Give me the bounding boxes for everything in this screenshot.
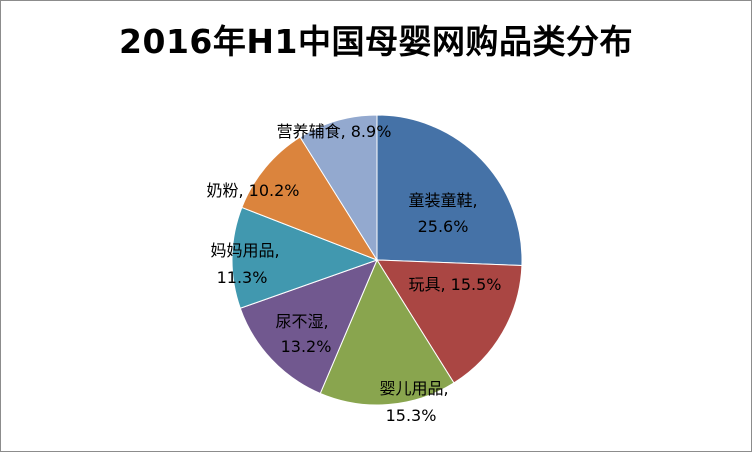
pie-label-5-name: 妈妈用品, bbox=[210, 241, 279, 260]
pie-label-7: 营养辅食, 8.9% bbox=[277, 122, 392, 141]
pie-slice-6 bbox=[241, 136, 379, 262]
pie-slice-7 bbox=[299, 114, 378, 262]
pie-slice-5 bbox=[231, 206, 379, 309]
chart-title: 2016年H1中国母婴网购品类分布 bbox=[119, 22, 633, 61]
pie-labels: 童装童鞋, 25.6% 玩具, 15.5% 婴儿用品, 15.3% 尿不湿, 13.2% 妈妈… bbox=[206, 122, 501, 425]
pie-slice-2 bbox=[376, 259, 523, 384]
pie-label-3-name: 婴儿用品, bbox=[379, 379, 448, 398]
pie-slice-1 bbox=[376, 114, 523, 266]
pie-slices bbox=[231, 114, 523, 406]
pie-label-5-value: 11.3% bbox=[217, 268, 268, 287]
pie-label-3-value: 15.3% bbox=[386, 406, 437, 425]
pie-label-1-name: 童装童鞋, bbox=[408, 191, 477, 210]
pie-label-6: 奶粉, 10.2% bbox=[206, 181, 299, 200]
pie-slice-3 bbox=[319, 258, 455, 406]
pie-label-1-value: 25.6% bbox=[418, 217, 469, 236]
pie-label-4-value: 13.2% bbox=[281, 337, 332, 356]
pie-label-4-name: 尿不湿, bbox=[275, 312, 328, 331]
pie-label-2: 玩具, 15.5% bbox=[408, 275, 501, 294]
pie-slice-4 bbox=[239, 259, 378, 395]
